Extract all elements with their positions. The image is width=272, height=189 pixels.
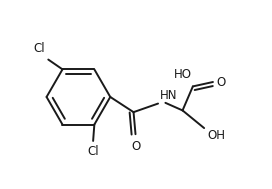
Text: O: O <box>216 75 225 88</box>
Text: Cl: Cl <box>33 42 45 55</box>
Text: HO: HO <box>174 67 191 81</box>
Text: Cl: Cl <box>87 145 99 158</box>
Text: OH: OH <box>208 129 225 142</box>
Text: HN: HN <box>159 89 177 102</box>
Text: O: O <box>131 140 140 153</box>
